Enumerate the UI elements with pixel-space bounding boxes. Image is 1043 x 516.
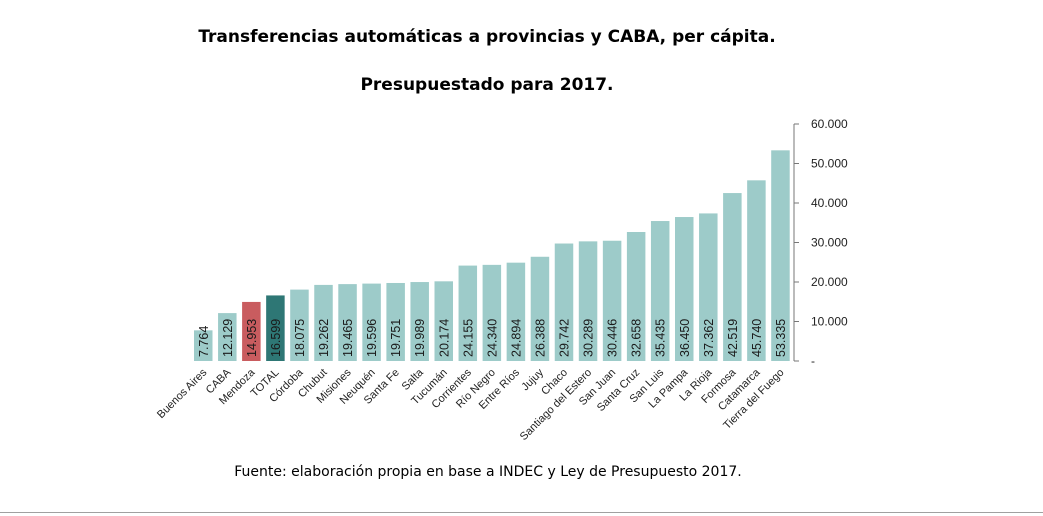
y-axis: - 10.000 20.000 30.000 40.000 50.000 60.000: [793, 117, 848, 368]
bar-la-pampa: [675, 217, 694, 361]
y-tick-label-40000: 40.000: [811, 196, 848, 210]
bar-san-juan: [602, 240, 622, 361]
bar-entre-rios: [506, 262, 526, 361]
bar-formosa: [723, 193, 742, 361]
bar-value-label-santa-fe: 19.751: [389, 319, 403, 357]
bar-buenos-aires: [194, 330, 213, 361]
bar-value-label-caba: 12.129: [221, 319, 235, 357]
bar-value-label-san-luis: 35.435: [654, 319, 668, 357]
bar-santiago-del-estero: [578, 241, 598, 361]
bar-santa-cruz: [626, 232, 646, 361]
y-tick-label-10000: 10.000: [811, 315, 848, 329]
bar-rio-negro: [482, 264, 502, 361]
bar-total: [266, 295, 285, 361]
chart-title: Transferencias automáticas a provincias …: [198, 27, 776, 47]
y-tick-label-60000: 60.000: [811, 117, 848, 131]
bar-value-label-tierra-del-fuego: 53.335: [774, 319, 788, 357]
bar-salta: [410, 282, 429, 361]
bar-value-label-salta: 19.989: [413, 319, 427, 357]
bar-value-label-la-rioja: 37.362: [702, 319, 716, 357]
bar-caba: [218, 313, 237, 361]
bar-value-label-santa-cruz: 32.658: [630, 319, 644, 357]
bar-santa-fe: [386, 282, 405, 361]
bar-value-label-neuquen: 19.596: [365, 319, 379, 357]
bar-value-label-entre-rios: 24.894: [509, 319, 523, 357]
y-tick-label-30000: 30.000: [811, 236, 848, 250]
y-tick-label-20000: 20.000: [811, 275, 848, 289]
divider: [0, 512, 1043, 513]
bar-value-label-jujuy: 26.388: [533, 319, 547, 357]
y-tick-label-50000: 50.000: [811, 157, 848, 171]
bar-value-label-formosa: 42.519: [726, 319, 740, 357]
chart-source: Fuente: elaboración propia en base a IND…: [234, 464, 742, 480]
bar-value-label-corrientes: 24.155: [461, 319, 475, 357]
bar-catamarca: [747, 180, 766, 361]
y-tick-label-0: -: [811, 354, 815, 368]
bar-value-label-catamarca: 45.740: [750, 319, 764, 357]
bar-tucuman: [434, 281, 453, 361]
bar-san-luis: [650, 221, 670, 361]
bar-tierra-del-fuego: [771, 150, 790, 361]
bar-chaco: [554, 243, 574, 361]
bar-corrientes: [458, 265, 478, 361]
bar-la-rioja: [699, 213, 718, 361]
bar-value-label-rio-negro: 24.340: [485, 319, 499, 357]
bar-value-label-cordoba: 18.075: [293, 319, 307, 357]
bar-neuquen: [362, 283, 381, 361]
bar-value-label-chubut: 19.262: [317, 319, 331, 357]
bar-value-label-san-juan: 30.446: [606, 319, 620, 357]
bar-misiones: [338, 284, 357, 361]
bar-value-label-buenos-aires: 7.764: [197, 326, 211, 357]
bar-value-label-tucuman: 20.174: [437, 319, 451, 357]
bar-mendoza: [242, 301, 261, 361]
bar-jujuy: [530, 256, 550, 361]
bar-value-label-total: 16.599: [269, 319, 283, 357]
bar-value-label-la-pampa: 36.450: [678, 319, 692, 357]
bar-cordoba: [290, 289, 309, 361]
chart-subtitle: Presupuestado para 2017.: [360, 75, 614, 95]
bar-value-label-santiago-del-estero: 30.289: [582, 319, 596, 357]
bar-value-label-chaco: 29.742: [558, 319, 572, 357]
bar-value-label-mendoza: 14.953: [245, 319, 259, 357]
bar-value-label-misiones: 19.465: [341, 319, 355, 357]
bar-chubut: [314, 284, 333, 361]
category-label-buenos-aires: Buenos Aires: [155, 366, 210, 421]
